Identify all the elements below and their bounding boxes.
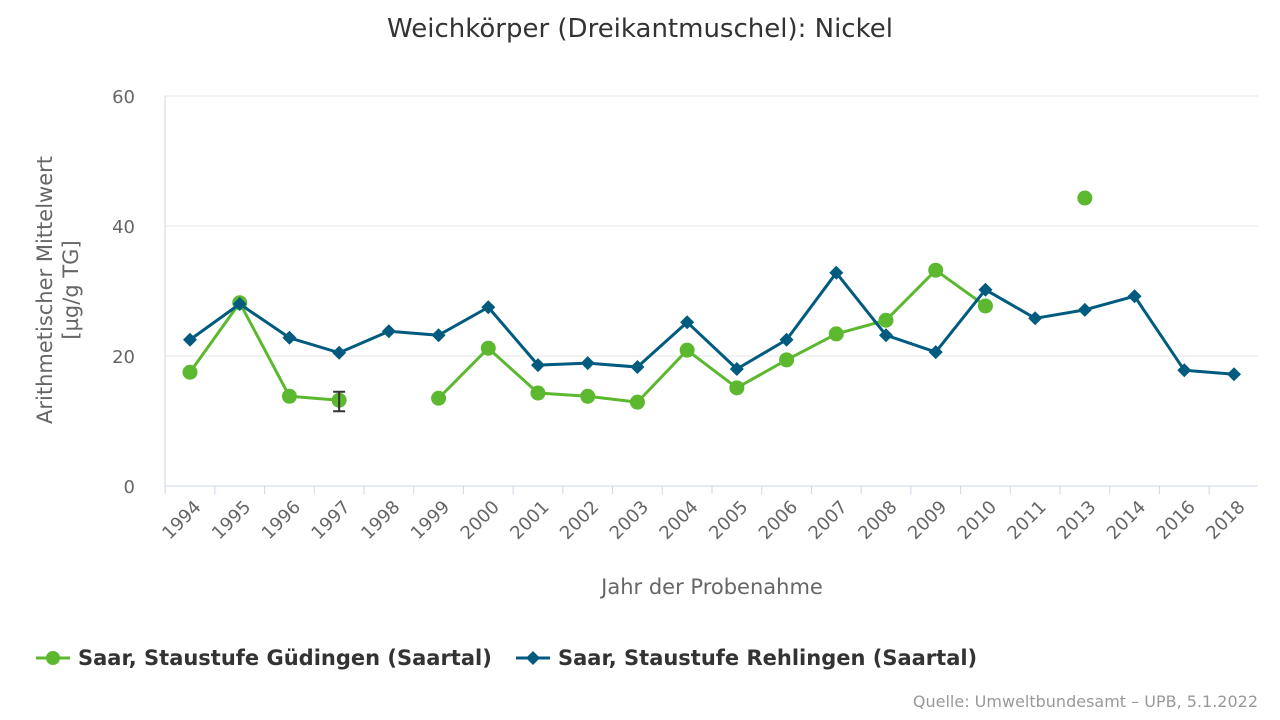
x-tick-label: 1997 — [307, 497, 354, 544]
x-tick-label: 2004 — [655, 497, 702, 544]
data-point — [1127, 289, 1142, 304]
data-point — [978, 282, 993, 297]
data-point — [431, 390, 447, 406]
legend-diamond-icon — [516, 651, 550, 665]
data-point — [680, 315, 695, 330]
data-point — [878, 312, 894, 328]
y-axis-title-line: Arithmetischer Mittelwert — [33, 156, 57, 424]
data-point — [182, 364, 198, 380]
x-tick-label: 2009 — [904, 497, 951, 544]
data-point — [1028, 311, 1043, 326]
data-point — [729, 362, 744, 376]
y-tick-label: 60 — [112, 87, 135, 108]
x-tick-label: 2007 — [805, 497, 852, 544]
data-point — [332, 345, 347, 360]
x-tick-label: 1999 — [407, 497, 454, 544]
legend-circle-icon — [36, 651, 70, 665]
data-point — [530, 385, 546, 401]
data-point — [829, 265, 844, 280]
series-line-1 — [189, 271, 1235, 376]
data-point — [1077, 190, 1093, 206]
x-tick-label: 1995 — [208, 497, 255, 544]
data-point — [928, 262, 944, 278]
x-tick-label: 2016 — [1153, 497, 1200, 544]
data-point — [779, 332, 794, 347]
data-point — [779, 352, 795, 368]
y-axis-title: Arithmetischer Mittelwert[µg/g TG] — [33, 156, 83, 424]
data-point — [281, 388, 297, 404]
y-tick-label: 0 — [124, 477, 135, 498]
y-tick-label: 40 — [112, 217, 135, 238]
x-tick-label: 2003 — [606, 497, 653, 544]
data-point — [381, 324, 396, 339]
legend-item-guedingen[interactable]: Saar, Staustufe Güdingen (Saartal) — [36, 646, 492, 670]
x-tick-label: 2001 — [506, 497, 553, 544]
x-tick-label: 2006 — [755, 497, 802, 544]
data-point — [1077, 302, 1092, 317]
x-tick-label: 1996 — [258, 497, 305, 544]
data-point — [729, 380, 745, 396]
x-tick-label: 2008 — [854, 497, 901, 544]
legend-label: Saar, Staustufe Rehlingen (Saartal) — [558, 646, 978, 670]
x-tick-label: 2010 — [954, 497, 1001, 544]
data-point — [580, 356, 595, 371]
x-tick-label: 2011 — [1003, 497, 1050, 544]
y-axis-title-line: [µg/g TG] — [59, 240, 83, 339]
x-tick-label: 2014 — [1103, 497, 1150, 544]
x-tick-label: 2000 — [457, 497, 504, 544]
data-point — [481, 300, 496, 315]
data-point — [183, 332, 197, 347]
data-point — [232, 297, 247, 311]
chart-title: Weichkörper (Dreikantmuschel): Nickel — [387, 14, 893, 44]
data-point — [928, 345, 943, 360]
x-axis-title: Jahr der Probenahme — [599, 575, 823, 599]
data-point — [431, 328, 446, 343]
x-tick-label: 2018 — [1202, 497, 1249, 544]
x-tick-label: 1994 — [158, 497, 205, 544]
data-point — [282, 330, 297, 345]
data-point — [1227, 367, 1241, 382]
x-tick-label: 1998 — [357, 497, 404, 544]
x-tick-label: 2005 — [705, 497, 752, 544]
x-tick-label: 2002 — [556, 497, 603, 544]
data-point — [679, 342, 695, 358]
legend-label: Saar, Staustufe Güdingen (Saartal) — [78, 646, 492, 670]
data-point — [630, 360, 645, 375]
y-tick-label: 20 — [112, 347, 135, 368]
x-tick-label: 2013 — [1053, 497, 1100, 544]
data-point — [580, 388, 596, 404]
data-point — [977, 298, 993, 314]
data-point — [480, 340, 496, 356]
source-credit: Quelle: Umweltbundesamt – UPB, 5.1.2022 — [912, 692, 1258, 711]
data-point — [1177, 363, 1192, 378]
data-point — [879, 328, 893, 343]
data-point — [828, 326, 844, 342]
legend-item-rehlingen[interactable]: Saar, Staustufe Rehlingen (Saartal) — [516, 646, 977, 670]
data-point — [531, 358, 545, 373]
data-point — [629, 394, 645, 410]
error-bar — [333, 390, 346, 413]
